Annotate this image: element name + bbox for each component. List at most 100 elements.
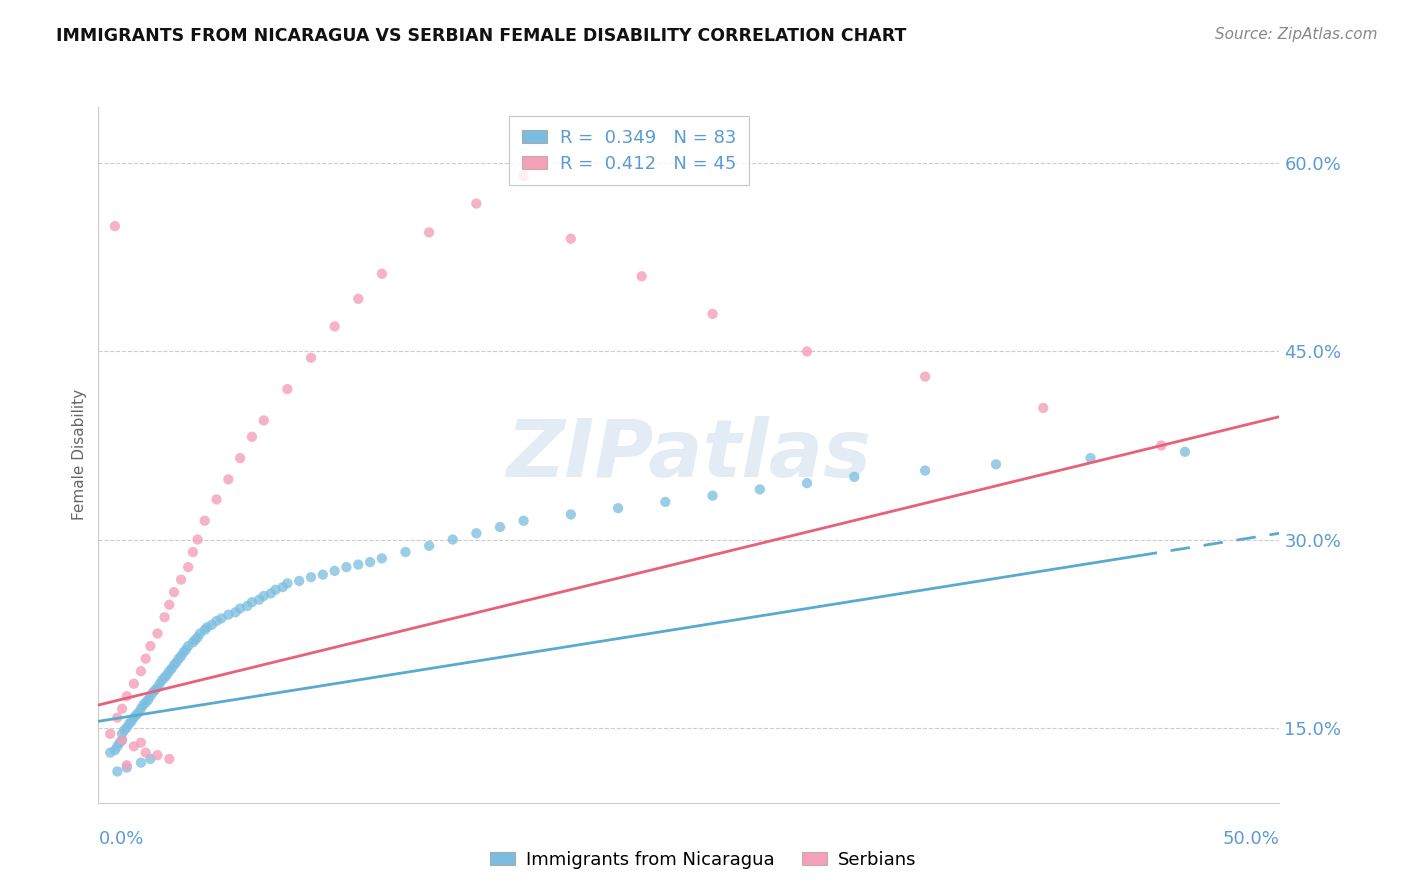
Point: [271, 580, 294, 594]
Point: [118, 716, 141, 731]
Point: [240, 430, 263, 444]
Point: [394, 545, 416, 559]
Point: [181, 635, 204, 649]
Point: [115, 690, 138, 704]
Point: [146, 681, 169, 695]
Point: [914, 369, 936, 384]
Point: [139, 690, 162, 704]
Point: [299, 570, 322, 584]
Point: [187, 630, 209, 644]
Point: [153, 670, 176, 684]
Point: [465, 196, 488, 211]
Point: [177, 560, 200, 574]
Point: [796, 344, 818, 359]
Point: [247, 592, 270, 607]
Point: [129, 702, 152, 716]
Point: [205, 492, 228, 507]
Point: [371, 267, 394, 281]
Point: [125, 708, 148, 723]
Point: [153, 610, 176, 624]
Point: [135, 746, 157, 760]
Point: [157, 598, 180, 612]
Point: [111, 727, 134, 741]
Point: [156, 668, 179, 682]
Point: [187, 533, 209, 547]
Point: [335, 560, 357, 574]
Point: [132, 698, 155, 712]
Point: [229, 601, 252, 615]
Point: [560, 232, 582, 246]
Point: [359, 555, 381, 569]
Point: [170, 573, 193, 587]
Point: [264, 582, 287, 597]
Point: [136, 693, 159, 707]
Point: [111, 733, 134, 747]
Point: [146, 748, 169, 763]
Point: [1174, 444, 1197, 458]
Legend: R =  0.349   N = 83, R =  0.412   N = 45: R = 0.349 N = 83, R = 0.412 N = 45: [509, 116, 748, 186]
Point: [143, 683, 166, 698]
Point: [139, 752, 162, 766]
Point: [195, 620, 218, 634]
Point: [111, 702, 134, 716]
Text: 0.0%: 0.0%: [98, 830, 143, 848]
Point: [371, 551, 394, 566]
Point: [1080, 451, 1102, 466]
Point: [163, 657, 186, 672]
Text: ZIPatlas: ZIPatlas: [506, 416, 872, 494]
Point: [104, 743, 127, 757]
Point: [209, 611, 232, 625]
Point: [240, 595, 263, 609]
Point: [157, 664, 180, 678]
Point: [157, 752, 180, 766]
Point: [122, 676, 145, 690]
Point: [260, 586, 283, 600]
Point: [135, 651, 157, 665]
Text: Source: ZipAtlas.com: Source: ZipAtlas.com: [1215, 27, 1378, 42]
Point: [163, 585, 186, 599]
Point: [98, 727, 121, 741]
Point: [217, 607, 239, 622]
Point: [347, 292, 370, 306]
Point: [702, 307, 724, 321]
Point: [181, 545, 204, 559]
Point: [205, 614, 228, 628]
Point: [748, 483, 770, 497]
Point: [796, 476, 818, 491]
Point: [630, 269, 652, 284]
Point: [129, 736, 152, 750]
Text: 50.0%: 50.0%: [1223, 830, 1279, 848]
Point: [108, 736, 131, 750]
Point: [194, 623, 217, 637]
Point: [465, 526, 488, 541]
Point: [115, 758, 138, 772]
Point: [607, 501, 630, 516]
Point: [174, 643, 197, 657]
Point: [253, 413, 276, 427]
Point: [160, 662, 183, 676]
Point: [129, 756, 152, 770]
Point: [323, 564, 346, 578]
Point: [98, 746, 121, 760]
Point: [224, 605, 246, 619]
Point: [489, 520, 512, 534]
Point: [560, 508, 582, 522]
Point: [165, 656, 187, 670]
Point: [914, 464, 936, 478]
Text: IMMIGRANTS FROM NICARAGUA VS SERBIAN FEMALE DISABILITY CORRELATION CHART: IMMIGRANTS FROM NICARAGUA VS SERBIAN FEM…: [56, 27, 907, 45]
Point: [172, 645, 194, 659]
Point: [512, 514, 534, 528]
Point: [1150, 438, 1173, 452]
Point: [844, 470, 866, 484]
Point: [135, 696, 157, 710]
Point: [347, 558, 370, 572]
Point: [122, 739, 145, 754]
Point: [323, 319, 346, 334]
Point: [276, 576, 298, 591]
Point: [276, 382, 298, 396]
Point: [512, 169, 534, 183]
Point: [150, 673, 173, 687]
Point: [105, 710, 128, 724]
Point: [1032, 401, 1054, 415]
Point: [236, 599, 259, 613]
